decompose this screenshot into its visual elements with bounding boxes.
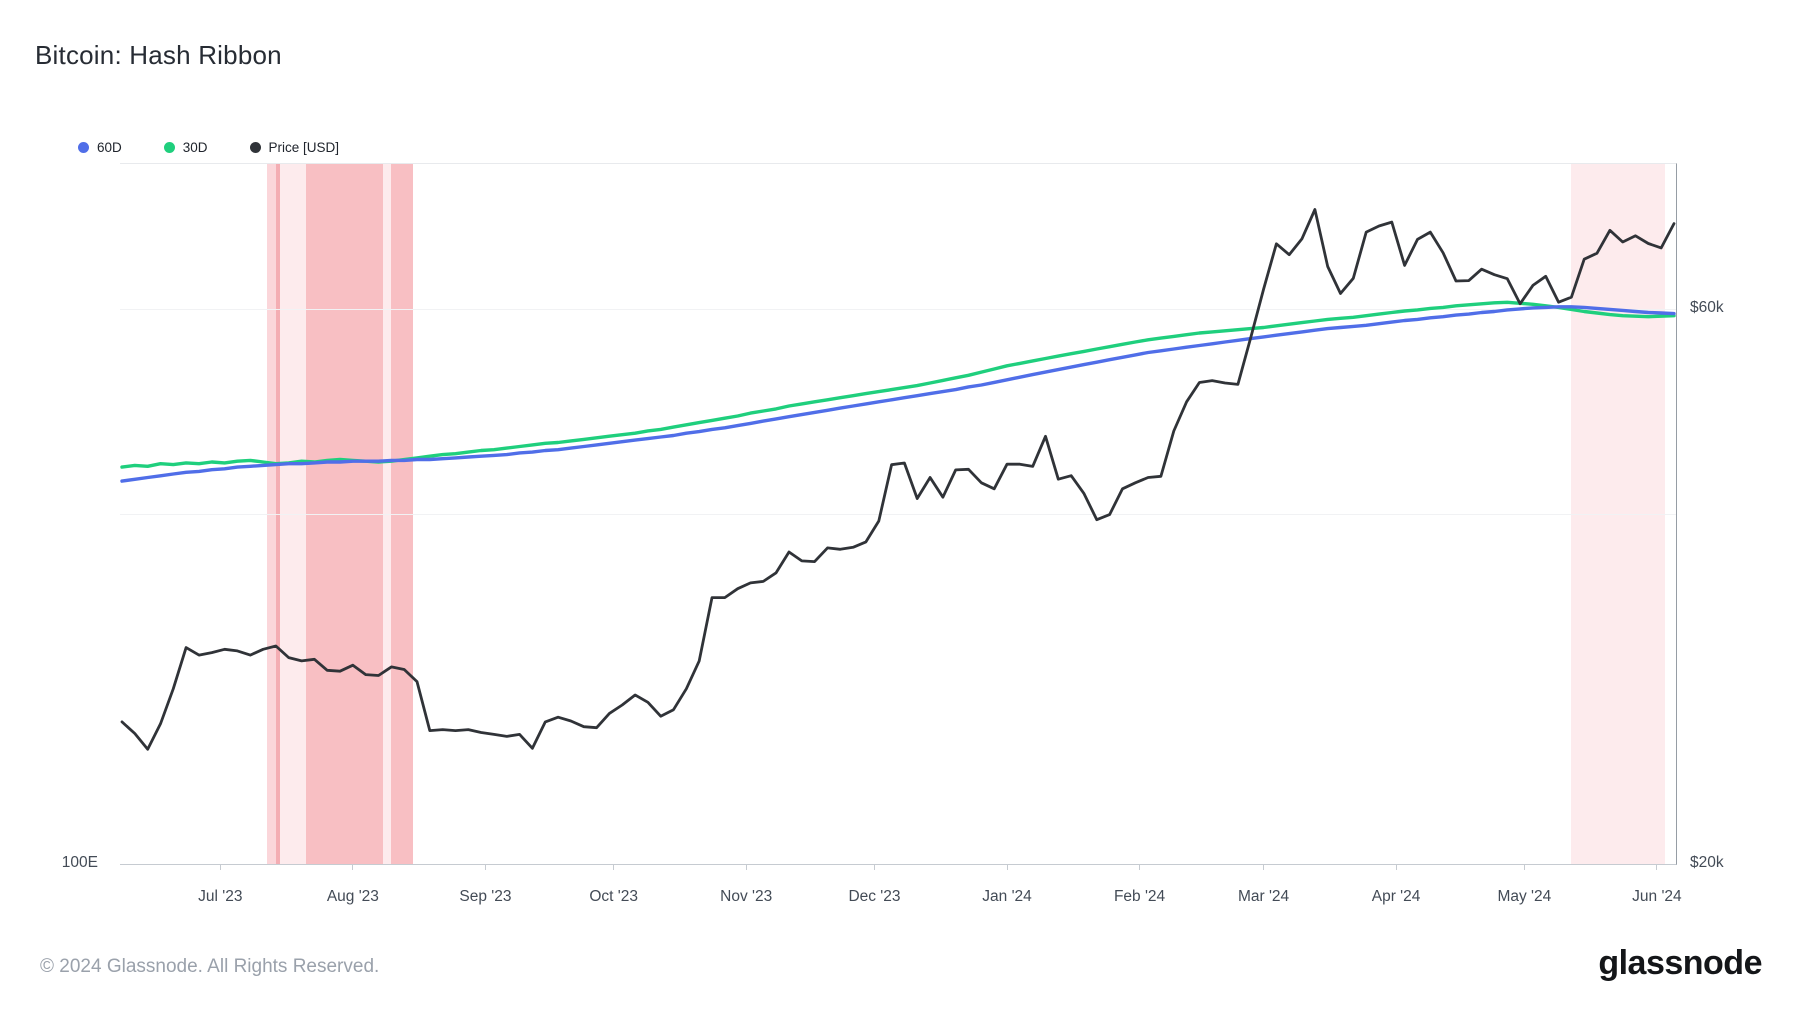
x-axis-tick <box>1006 864 1008 870</box>
x-axis-tick <box>613 864 615 870</box>
x-axis-tick <box>1139 864 1141 870</box>
x-axis-label: Dec '23 <box>848 888 901 905</box>
x-axis-label: Jun '24 <box>1632 888 1682 905</box>
price-axis-label: $20k <box>1690 854 1724 871</box>
legend-item-30d[interactable]: 30D <box>163 140 208 155</box>
price-line <box>120 208 1676 751</box>
legend-label-60d: 60D <box>97 140 122 155</box>
x-axis-tick <box>219 864 221 870</box>
x-axis-tick <box>1656 864 1658 870</box>
gridline <box>120 309 1676 311</box>
legend-item-60d[interactable]: 60D <box>78 140 122 155</box>
x-axis-label: Aug '23 <box>326 888 379 905</box>
hashrate-30d-line <box>120 300 1676 469</box>
x-axis-label: Sep '23 <box>459 888 512 905</box>
x-axis-tick <box>1263 864 1265 870</box>
x-axis-tick <box>745 864 747 870</box>
x-axis-tick <box>484 864 486 870</box>
hashrate-axis-label: 100E <box>61 854 98 871</box>
x-axis-label: Oct '23 <box>589 888 638 905</box>
x-axis-tick <box>1395 864 1397 870</box>
legend-label-30d: 30D <box>182 140 208 155</box>
x-axis-tick <box>1523 864 1525 870</box>
x-axis-label: Jan '24 <box>982 888 1032 905</box>
price-axis-label: $60k <box>1690 299 1724 317</box>
x-axis-label: May '24 <box>1497 888 1552 905</box>
glassnode-logo: glassnode <box>1598 944 1762 982</box>
legend-swatch-60d-icon <box>78 142 89 153</box>
series-lines[interactable] <box>120 164 1676 864</box>
legend-label-price: Price [USD] <box>268 140 340 155</box>
legend-swatch-price-icon <box>249 142 261 153</box>
chart-plot-area[interactable] <box>120 163 1677 865</box>
legend-swatch-30d-icon <box>163 142 175 153</box>
page-title: Bitcoin: Hash Ribbon <box>35 40 282 70</box>
gridline <box>120 514 1676 515</box>
x-axis-label: Mar '24 <box>1237 888 1290 905</box>
x-axis-label: Feb '24 <box>1113 888 1166 905</box>
copyright-text: © 2024 Glassnode. All Rights Reserved. <box>40 956 380 977</box>
x-axis-tick <box>873 864 875 870</box>
legend-item-price[interactable]: Price [USD] <box>249 140 340 155</box>
x-axis-tick <box>352 864 354 870</box>
chart-legend: 60D 30D Price [USD] <box>78 140 339 155</box>
hashrate-60d-line <box>120 305 1676 483</box>
x-axis-label: Jul '23 <box>198 888 243 905</box>
x-axis-label: Apr '24 <box>1371 888 1421 905</box>
x-axis-label: Nov '23 <box>720 888 773 905</box>
